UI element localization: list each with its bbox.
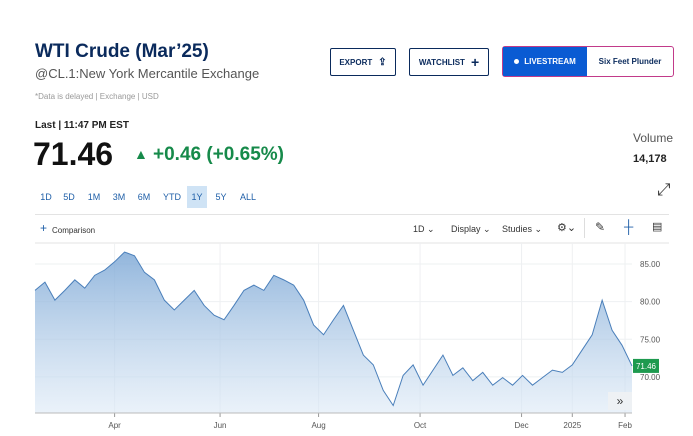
last-price-box bbox=[633, 358, 659, 373]
watchlist-button[interactable]: WATCHLIST + bbox=[409, 48, 489, 76]
y-tick-label: 70.00 bbox=[640, 373, 661, 382]
scroll-button[interactable]: » bbox=[608, 392, 632, 410]
comment-icon[interactable]: ▤ bbox=[652, 221, 663, 233]
range-button[interactable]: 1D bbox=[40, 192, 52, 202]
x-tick-label: Oct bbox=[414, 421, 427, 430]
up-arrow: ▲ bbox=[134, 146, 148, 162]
range-button[interactable]: ALL bbox=[239, 192, 256, 202]
area-fill bbox=[35, 252, 632, 413]
last-label: Last | 11:47 PM EST bbox=[35, 120, 129, 131]
display-button[interactable]: Display ⌄ bbox=[451, 224, 491, 234]
interval-label: 1D bbox=[413, 224, 425, 234]
toolbar-border bbox=[35, 214, 669, 215]
comparison-button[interactable]: Comparison bbox=[52, 226, 96, 235]
y-tick-label: 80.00 bbox=[640, 298, 661, 307]
export-button[interactable]: EXPORT ⇪ bbox=[330, 48, 396, 76]
range-button[interactable]: 1M bbox=[87, 192, 101, 202]
volume-label: Volume bbox=[633, 131, 674, 145]
range-button[interactable]: 1Y bbox=[187, 186, 207, 208]
x-tick-label: Dec bbox=[514, 421, 528, 430]
range-button[interactable]: YTD bbox=[163, 192, 181, 202]
exchange: @CL.1:New York Mercantile Exchange bbox=[35, 66, 260, 81]
settings-icon[interactable]: ⚙⌄ bbox=[557, 222, 577, 234]
y-tick-label: 75.00 bbox=[640, 335, 661, 344]
studies-button[interactable]: Studies ⌄ bbox=[502, 224, 543, 234]
last-price-label: 71.46 bbox=[636, 362, 657, 371]
y-tick-label: 85.00 bbox=[640, 260, 661, 269]
x-tick-label: Aug bbox=[311, 421, 325, 430]
chart: 70.00 75.00 80.00 85.00 Apr Jun Aug Oct Dec 2025 F… bbox=[34, 242, 669, 430]
change: +0.46 (+0.65%) bbox=[153, 144, 284, 165]
studies-label: Studies bbox=[502, 224, 533, 234]
x-tick-label: 2025 bbox=[563, 421, 581, 430]
range-button[interactable]: 5Y bbox=[215, 192, 227, 202]
x-tick-label: Jun bbox=[214, 421, 227, 430]
show-name: Six Feet Plunder bbox=[598, 57, 662, 66]
range-button[interactable]: 5D bbox=[63, 192, 75, 202]
export-label: EXPORT bbox=[339, 57, 373, 67]
display-label: Display bbox=[451, 224, 481, 234]
title: WTI Crude (Mar’25) bbox=[35, 41, 209, 62]
expand-icon[interactable]: ⤢ bbox=[657, 180, 671, 199]
livestream-label: LIVESTREAM bbox=[524, 57, 576, 66]
price-line bbox=[34, 251, 633, 407]
x-tick-label: Feb bbox=[618, 421, 632, 430]
crosshair-icon[interactable]: ┼ bbox=[624, 219, 634, 234]
plus-icon: + bbox=[40, 221, 48, 235]
range-button[interactable]: 6M bbox=[137, 192, 151, 202]
x-tick-label: Apr bbox=[108, 421, 121, 430]
volume: 14,178 bbox=[633, 153, 667, 165]
livestream-button[interactable]: LIVESTREAM Six Feet Plunder bbox=[502, 46, 674, 77]
note: *Data is delayed | Exchange | USD bbox=[35, 92, 159, 101]
watchlist-label: WATCHLIST bbox=[418, 57, 465, 67]
price: 71.46 bbox=[33, 136, 114, 172]
draw-icon[interactable]: ✎ bbox=[595, 220, 606, 234]
range-button[interactable]: 3M bbox=[112, 192, 126, 202]
separator bbox=[584, 218, 585, 238]
interval-button[interactable]: 1D ⌄ bbox=[413, 224, 435, 234]
